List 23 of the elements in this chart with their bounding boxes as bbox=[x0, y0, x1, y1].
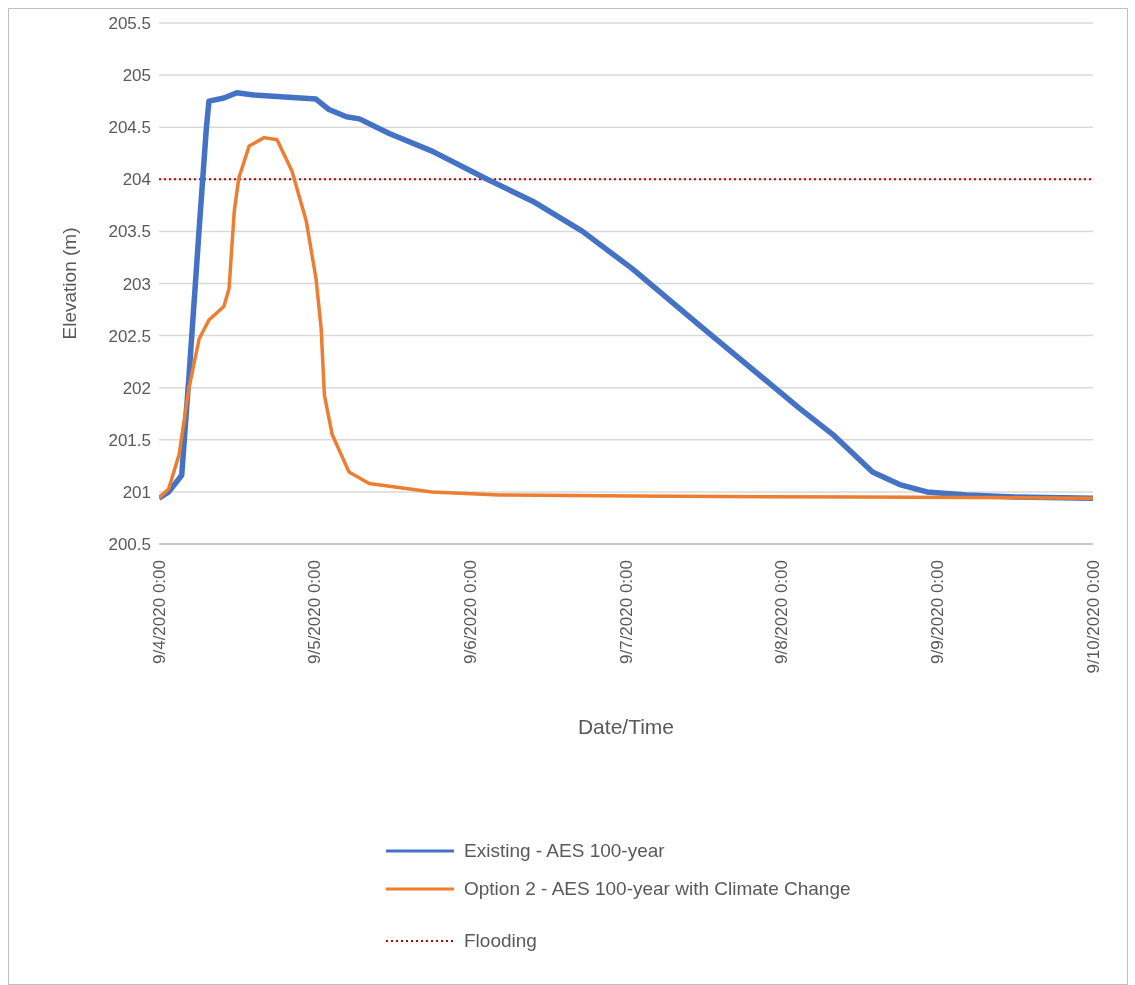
y-axis-title: Elevation (m) bbox=[58, 227, 80, 340]
legend-label: Option 2 - AES 100-year with Climate Change bbox=[464, 878, 851, 900]
x-tick-label: 9/9/2020 0:00 bbox=[927, 560, 947, 664]
y-tick-label: 204 bbox=[122, 170, 151, 190]
x-axis-title: Date/Time bbox=[577, 715, 675, 738]
y-tick-label: 205 bbox=[122, 66, 151, 86]
x-tick-label: 9/8/2020 0:00 bbox=[772, 560, 792, 664]
legend-label: Flooding bbox=[464, 930, 537, 952]
y-tick-label: 201 bbox=[122, 482, 151, 502]
x-tick-label: 9/4/2020 0:00 bbox=[149, 560, 169, 664]
y-tick-label: 202.5 bbox=[108, 326, 151, 346]
x-tick-label: 9/7/2020 0:00 bbox=[616, 560, 636, 664]
y-tick-label: 200.5 bbox=[108, 535, 151, 555]
x-tick-label: 9/5/2020 0:00 bbox=[305, 560, 325, 664]
y-tick-label: 201.5 bbox=[108, 430, 151, 450]
legend-label: Existing - AES 100-year bbox=[464, 840, 665, 862]
x-tick-label: 9/6/2020 0:00 bbox=[460, 560, 480, 664]
y-tick-label: 205.5 bbox=[108, 14, 151, 34]
x-tick-label: 9/10/2020 0:00 bbox=[1083, 560, 1103, 674]
y-tick-label: 204.5 bbox=[108, 118, 151, 138]
y-tick-label: 203 bbox=[122, 274, 151, 294]
y-tick-label: 202 bbox=[122, 378, 151, 398]
y-tick-label: 203.5 bbox=[108, 222, 151, 242]
